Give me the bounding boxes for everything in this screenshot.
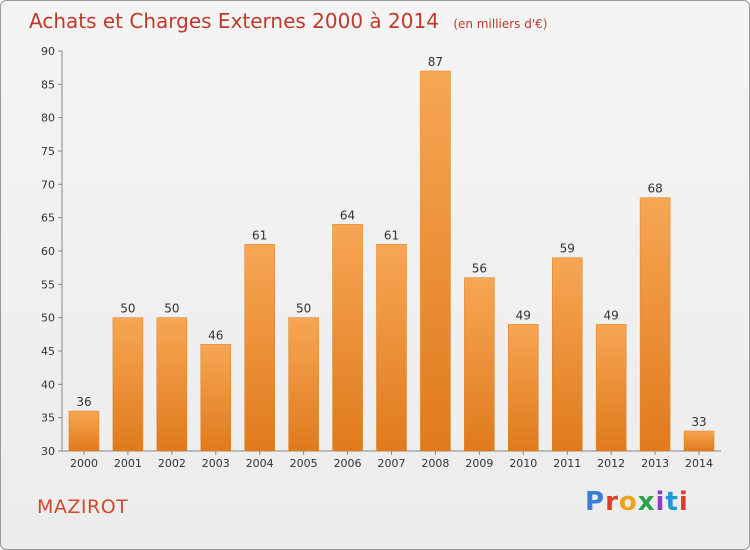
x-tick-label: 2000: [70, 457, 98, 470]
bar: [639, 197, 671, 452]
y-tick-label: 80: [41, 112, 55, 125]
y-tick-label: 75: [41, 145, 55, 158]
y-tick-label: 70: [41, 178, 55, 191]
proxiti-logo: Proxiti: [585, 487, 689, 517]
chart-title: Achats et Charges Externes 2000 à 2014 (…: [29, 9, 547, 33]
data-label: 33: [691, 415, 706, 429]
data-label: 87: [428, 55, 443, 69]
bar: [332, 224, 363, 452]
chart-title-text: Achats et Charges Externes 2000 à 2014: [29, 9, 439, 33]
x-tick-label: 2010: [509, 457, 537, 470]
data-label: 46: [208, 328, 223, 342]
data-label: 61: [252, 228, 267, 242]
y-tick-label: 50: [41, 312, 55, 325]
x-tick-label: 2007: [378, 457, 406, 470]
x-tick-label: 2001: [114, 457, 142, 470]
y-tick-label: 65: [41, 212, 55, 225]
x-tick-label: 2005: [290, 457, 318, 470]
y-tick-label: 30: [41, 445, 55, 458]
bar: [595, 324, 627, 452]
y-tick-label: 85: [41, 78, 55, 91]
bar: [376, 244, 407, 452]
bar: [420, 70, 451, 452]
data-label: 50: [164, 302, 179, 316]
bar: [551, 257, 583, 452]
data-label: 36: [76, 395, 91, 409]
bar: [683, 430, 715, 452]
logo-letter: i: [678, 487, 689, 517]
bar: [156, 317, 188, 452]
data-label: 50: [296, 302, 311, 316]
data-label: 49: [604, 308, 619, 322]
data-label: 50: [120, 302, 135, 316]
x-tick-label: 2011: [553, 457, 581, 470]
bar: [288, 317, 319, 452]
x-tick-label: 2004: [246, 457, 274, 470]
x-tick-label: 2014: [685, 457, 713, 470]
commune-name: MAZIROT: [37, 496, 129, 518]
logo-letter: o: [618, 487, 638, 517]
data-label: 49: [516, 308, 531, 322]
data-label: 56: [472, 262, 487, 276]
x-tick-label: 2006: [334, 457, 362, 470]
bar: [508, 324, 539, 452]
y-tick-label: 55: [41, 278, 55, 291]
logo-letter: i: [655, 487, 666, 517]
x-tick-label: 2002: [158, 457, 186, 470]
bar: [200, 344, 232, 452]
bar: [244, 244, 275, 452]
chart-unit: (en milliers d'€): [453, 17, 548, 31]
y-tick-label: 35: [41, 412, 55, 425]
bar: [68, 410, 100, 452]
logo-letter: t: [665, 487, 679, 517]
bar: [464, 277, 495, 452]
bar: [112, 317, 144, 452]
data-label: 68: [647, 182, 662, 196]
y-tick-label: 40: [41, 378, 55, 391]
data-label: 59: [560, 242, 575, 256]
y-tick-label: 90: [41, 45, 55, 58]
logo-letter: P: [585, 487, 606, 517]
x-tick-label: 2003: [202, 457, 230, 470]
y-tick-label: 60: [41, 245, 55, 258]
x-tick-label: 2013: [641, 457, 669, 470]
data-label: 64: [340, 208, 355, 222]
y-tick-label: 45: [41, 345, 55, 358]
x-tick-label: 2009: [465, 457, 493, 470]
x-tick-label: 2008: [421, 457, 449, 470]
logo-letter: r: [605, 487, 619, 517]
logo-letter: x: [637, 487, 656, 517]
x-tick-label: 2012: [597, 457, 625, 470]
data-label: 61: [384, 228, 399, 242]
